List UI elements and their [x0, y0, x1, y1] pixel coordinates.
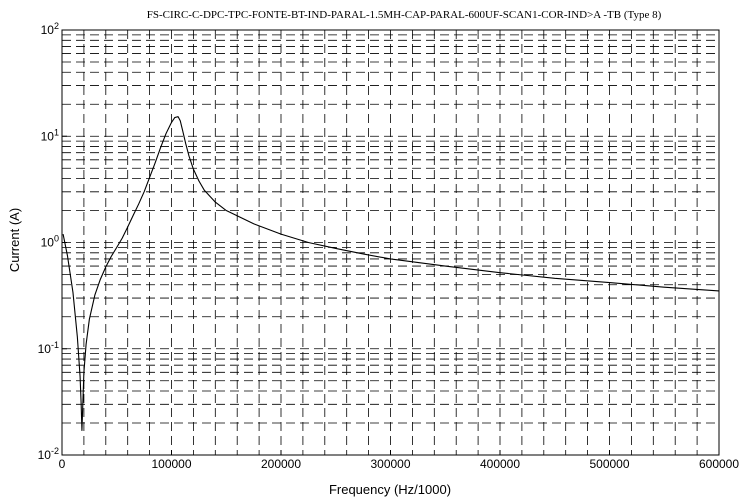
- grid: [62, 30, 719, 455]
- y-tick-label: 10-1: [38, 340, 59, 356]
- x-tick-label: 600000: [699, 457, 739, 471]
- x-tick-label: 200000: [261, 457, 301, 471]
- y-axis-label: Current (A): [7, 208, 22, 272]
- series-group: [63, 117, 719, 431]
- series-line-0: [63, 117, 719, 431]
- y-tick-label: 10-2: [38, 446, 59, 462]
- y-tick-label: 100: [41, 234, 59, 250]
- x-axis-label: Frequency (Hz/1000): [329, 482, 451, 497]
- x-tick-label: 300000: [370, 457, 410, 471]
- chart-title: FS-CIRC-C-DPC-TPC-FONTE-BT-IND-PARAL-1.5…: [147, 9, 662, 21]
- y-tick-label: 102: [41, 21, 59, 37]
- y-tick-label: 101: [41, 127, 59, 143]
- x-tick-label: 500000: [589, 457, 629, 471]
- ticks: 0 100000 200000 300000 400000 500000 600000 102…: [38, 21, 740, 471]
- x-tick-label: 400000: [480, 457, 520, 471]
- x-tick-label: 100000: [151, 457, 191, 471]
- x-tick-label: 0: [59, 457, 66, 471]
